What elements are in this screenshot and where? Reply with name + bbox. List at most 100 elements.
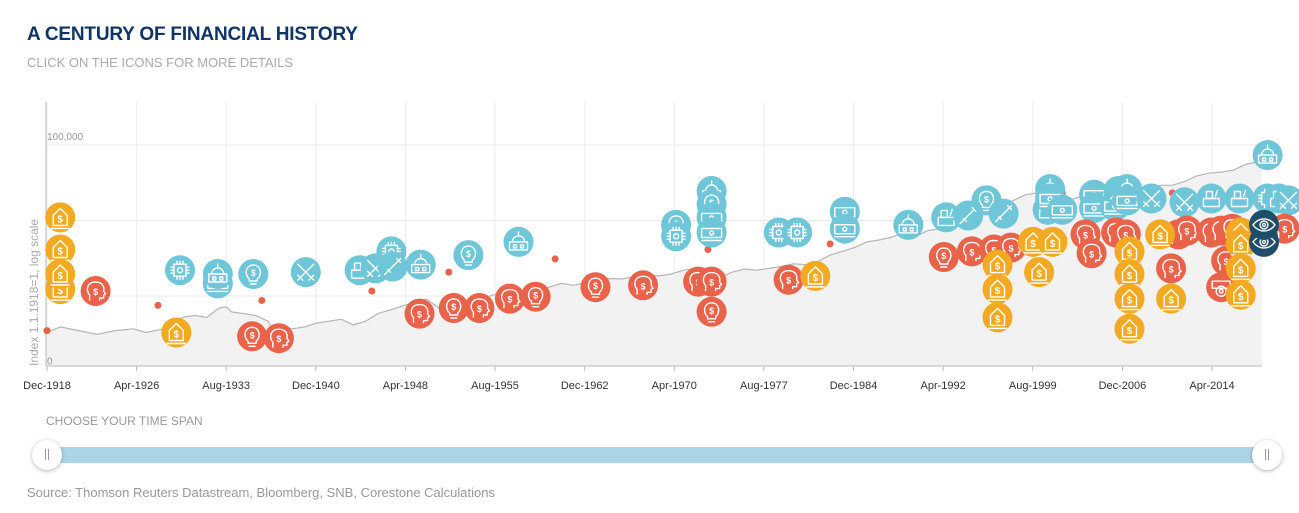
event-marker-dot [826, 240, 834, 248]
house-dollar-icon: $ [987, 307, 1008, 330]
event-icon-house-dollar[interactable]: $ [1145, 219, 1176, 250]
event-icon-house-dollar[interactable]: $ [800, 260, 831, 291]
event-icon-head-dollar[interactable]: $ [1171, 215, 1202, 246]
bulb-dollar-icon: $ [936, 247, 952, 268]
event-icon-house-dollar[interactable]: $ [1114, 313, 1145, 344]
event-icon-house-dollar[interactable]: $ [161, 317, 192, 348]
event-icon-house-dollar[interactable]: $ [1114, 283, 1145, 314]
cash-register-icon [1202, 189, 1221, 208]
event-icon-head-dollar[interactable]: $ [628, 270, 659, 301]
time-span-start-handle[interactable] [32, 440, 62, 470]
x-tick-label: Apr-1992 [921, 380, 966, 392]
money-bills-icon [1051, 205, 1074, 219]
event-icon-bank[interactable] [893, 209, 924, 240]
time-span-track[interactable] [46, 447, 1268, 463]
event-icon-eye[interactable] [1249, 209, 1279, 240]
event-icon-head-dollar[interactable]: $ [80, 276, 111, 306]
event-icon-cash-register[interactable] [1224, 183, 1255, 214]
event-icon-house-dollar[interactable]: $ [45, 202, 76, 233]
swords-icon [1279, 191, 1298, 210]
event-icon-pen[interactable] [988, 198, 1019, 229]
event-icon-head-dollar[interactable]: $ [263, 323, 294, 354]
house-dollar-icon: $ [1230, 258, 1251, 281]
event-icon-chip[interactable] [782, 217, 813, 248]
svg-text:$: $ [984, 194, 989, 204]
event-icon-bank[interactable] [503, 226, 534, 257]
svg-text:$: $ [1008, 244, 1013, 254]
event-icon-circle [238, 259, 269, 289]
event-icon-bulb-dollar[interactable]: $ [238, 259, 269, 289]
svg-text:$: $ [533, 291, 538, 301]
bulb-dollar-icon: $ [527, 287, 544, 308]
svg-text:$: $ [57, 247, 63, 258]
event-icon-head-dollar[interactable]: $ [404, 298, 435, 329]
house-dollar-icon: $ [1023, 232, 1043, 254]
event-icon-house-dollar[interactable]: $ [1156, 283, 1187, 314]
cash-register-icon [937, 208, 955, 227]
money-bills-icon [834, 223, 856, 238]
event-icon-head-dollar[interactable]: $ [1076, 238, 1107, 269]
event-icon-circle [520, 281, 551, 312]
event-icon-money-bills[interactable] [696, 217, 727, 248]
event-icon-pen[interactable] [377, 251, 408, 282]
event-icon-cash-register[interactable] [931, 202, 962, 233]
house-dollar-icon: $ [50, 264, 70, 286]
event-icon-bank[interactable] [202, 259, 233, 289]
event-icon-house-dollar[interactable]: $ [1225, 279, 1256, 310]
event-icon-cash-register[interactable] [1196, 183, 1227, 214]
svg-text:$: $ [941, 251, 946, 261]
event-icon-house-dollar[interactable]: $ [1037, 226, 1068, 257]
head-dollar-icon: $ [269, 328, 290, 348]
x-tick-labels: Dec-1918 Apr-1926 Aug-1933 Dec-1940 Apr-1948… [23, 366, 1235, 392]
svg-text:$: $ [1127, 326, 1133, 337]
event-icon-swords[interactable] [1273, 185, 1299, 216]
svg-text:$: $ [1127, 296, 1133, 307]
event-icon-head-dollar[interactable]: $ [464, 293, 495, 323]
head-dollar-icon: $ [1082, 243, 1103, 264]
event-icon-swords[interactable] [1136, 183, 1167, 214]
event-icon-head-dollar[interactable]: $ [696, 266, 727, 297]
event-icon-house-dollar[interactable]: $ [45, 259, 76, 289]
event-icon-head-dollar[interactable]: $ [494, 283, 525, 314]
event-icon-house-dollar[interactable]: $ [1024, 257, 1055, 288]
event-icon-house-dollar[interactable]: $ [982, 302, 1013, 333]
chip-icon [787, 222, 807, 243]
svg-text:$: $ [813, 273, 819, 284]
event-icon-bulb-dollar[interactable]: $ [438, 293, 469, 323]
event-icon-money-bills[interactable] [1047, 194, 1078, 225]
bank-icon [898, 214, 918, 234]
event-icon-bulb-dollar[interactable]: $ [696, 296, 727, 327]
event-icon-bulb-dollar[interactable]: $ [520, 281, 551, 312]
event-icon-bank[interactable] [405, 249, 436, 280]
event-icon-swords[interactable] [1169, 187, 1200, 218]
event-icon-chip[interactable] [661, 221, 692, 252]
event-icon-bulb-dollar[interactable]: $ [928, 242, 959, 272]
house-dollar-icon: $ [50, 207, 70, 230]
time-span-label: CHOOSE YOUR TIME SPAN [46, 414, 203, 428]
event-icon-bank[interactable] [1252, 140, 1283, 171]
event-icon-bulb-dollar[interactable]: $ [580, 272, 611, 303]
head-dollar-icon: $ [634, 275, 654, 295]
event-icon-swords[interactable] [290, 257, 321, 288]
house-dollar-icon: $ [166, 322, 187, 345]
event-icon-money-bills[interactable] [1112, 185, 1143, 216]
event-icon-circle [165, 255, 195, 286]
x-tick-label: Apr-1970 [652, 380, 697, 392]
time-span-end-handle[interactable] [1252, 440, 1282, 470]
svg-text:$: $ [1157, 231, 1163, 242]
pen-icon [994, 204, 1013, 223]
history-chart: 0101,000100,000 Index 1.1.1918=1, log sc… [23, 102, 1299, 392]
event-icon-circle [1249, 209, 1279, 240]
event-icon-money-bills[interactable] [829, 213, 860, 244]
index-area-fill [47, 160, 1262, 366]
event-icon-circle [661, 221, 692, 252]
event-icon-chip[interactable] [165, 255, 195, 286]
event-icon-bulb-dollar[interactable]: $ [453, 240, 484, 271]
event-icon-head-dollar[interactable]: $ [1156, 253, 1187, 284]
event-icon-head-dollar[interactable]: $ [773, 264, 804, 295]
event-icon-bulb-dollar[interactable]: $ [237, 321, 268, 352]
svg-text:$: $ [1238, 292, 1244, 303]
svg-text:$: $ [57, 214, 63, 225]
event-icon-house-dollar[interactable]: $ [982, 274, 1013, 305]
event-icon-house-dollar[interactable]: $ [1225, 253, 1256, 284]
